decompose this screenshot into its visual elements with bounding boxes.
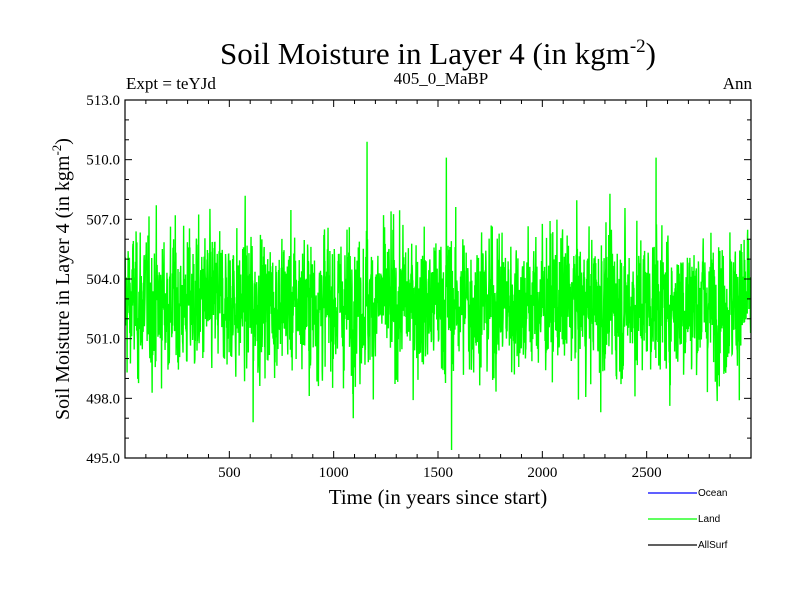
land-series-line (125, 141, 751, 451)
period-label: 405_0_MaBP (394, 69, 488, 88)
x-tick-label: 2000 (527, 465, 557, 481)
y-tick-label: 504.0 (86, 272, 120, 288)
expt-label: Expt = teYJd (126, 74, 216, 93)
x-tick-label: 1500 (423, 465, 453, 481)
season-label: Ann (723, 74, 753, 93)
y-tick-label: 513.0 (86, 93, 120, 109)
y-tick-label: 498.0 (86, 391, 120, 407)
y-tick-label: 495.0 (86, 451, 120, 467)
x-tick-label: 500 (218, 465, 241, 481)
legend-label-allsurf: AllSurf (698, 540, 728, 551)
plot-area (124, 99, 752, 459)
series-land (125, 141, 751, 451)
x-axis: 500 1000 1500 2000 2500 (145, 100, 731, 481)
y-tick-label: 507.0 (86, 212, 120, 228)
y-tick-label: 501.0 (86, 332, 120, 348)
chart-title: Soil Moisture in Layer 4 (in kgm-2) (220, 36, 656, 71)
x-tick-label: 2500 (632, 465, 662, 481)
legend-label-land: Land (698, 514, 720, 525)
legend-label-ocean: Ocean (698, 488, 727, 499)
y-axis-label: Soil Moisture in Layer 4 (in kgm-2) (49, 138, 74, 420)
y-axis: 495.0 498.0 501.0 504.0 507.0 510.0 513.0 (86, 93, 751, 467)
y-tick-label: 510.0 (86, 153, 120, 169)
x-axis-label: Time (in years since start) (329, 485, 548, 509)
legend: Ocean Land AllSurf (648, 488, 728, 551)
x-tick-label: 1000 (319, 465, 349, 481)
